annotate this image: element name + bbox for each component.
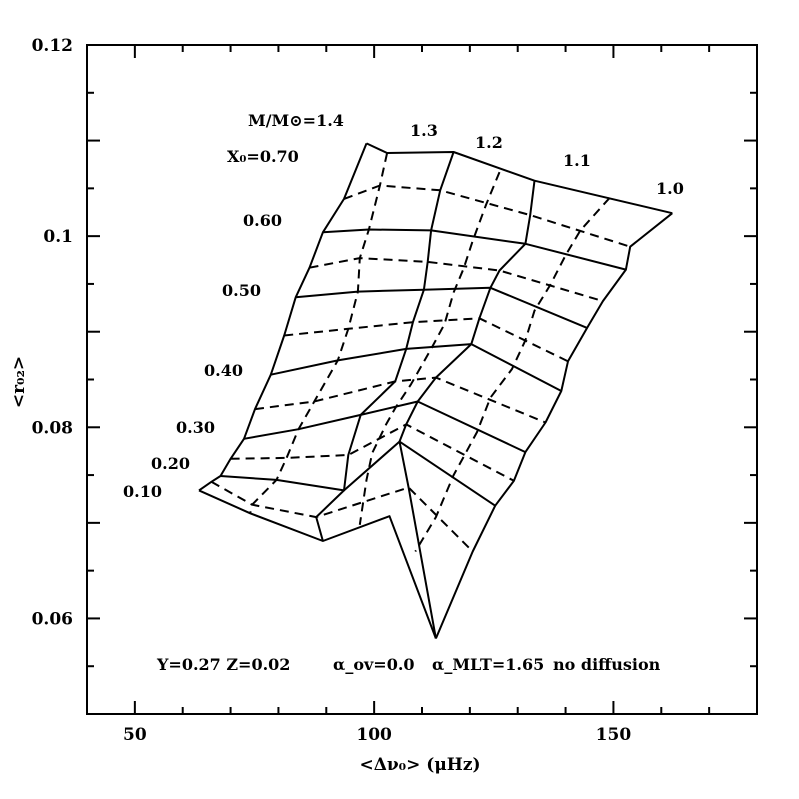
- y-tick-label: 0.1: [43, 227, 73, 247]
- dashed-curve-19: [210, 480, 474, 553]
- dashed-curve-17: [254, 376, 546, 424]
- solid-curve-8: [315, 151, 455, 542]
- y-axis-title: <r₀₂>: [9, 356, 29, 408]
- solid-curve-10: [434, 212, 673, 639]
- xc-label: 0.50: [222, 281, 261, 300]
- xc-label: 0.10: [123, 482, 162, 501]
- mass-label: 1.1: [563, 151, 591, 170]
- y-tick-label: 0.06: [32, 609, 73, 629]
- dashed-curve-13: [414, 197, 611, 553]
- dashed-curve-15: [309, 257, 604, 303]
- annotation-alpha-mlt: α_MLT=1.65: [432, 655, 544, 674]
- x-tick-label: 100: [356, 725, 392, 745]
- x-tick-label: 50: [123, 725, 147, 745]
- solid-curve-9: [398, 180, 536, 639]
- xc-label-layer: 0.60 0.50 0.40 0.30 0.20 0.10: [123, 211, 282, 501]
- x-axis-title: <Δν₀> (μHz): [359, 755, 480, 775]
- dashed-curve-18: [230, 423, 515, 482]
- x-tick-label: 150: [596, 725, 632, 745]
- y-tick-label: 0.08: [32, 418, 73, 438]
- annotation-alpha-ov: α_ov=0.0: [333, 655, 415, 674]
- mass-label: 1.0: [656, 179, 684, 198]
- dashed-curve-11: [249, 152, 389, 514]
- tick-layer: [86, 44, 758, 715]
- dashed-curve-16: [284, 317, 569, 363]
- xc-header-label: X₀=0.70: [227, 147, 299, 166]
- dashed-curve-14: [343, 184, 631, 248]
- xc-label: 0.30: [176, 418, 215, 437]
- mass-label-layer: 1.3 1.2 1.1 1.0: [410, 121, 684, 198]
- tick-label-layer: 50 100 150 0.06 0.08 0.1 0.12: [32, 36, 632, 745]
- solid-curve-7: [198, 143, 368, 492]
- mass-header-label: M/M⊙=1.4: [248, 111, 344, 130]
- xc-label: 0.60: [243, 211, 282, 230]
- xc-label: 0.20: [151, 454, 190, 473]
- mass-label: 1.3: [410, 121, 438, 140]
- xc-label: 0.40: [204, 361, 243, 380]
- series-layer: [198, 142, 673, 639]
- annotation-composition: Y=0.27 Z=0.02: [156, 655, 290, 674]
- mass-label: 1.2: [475, 133, 503, 152]
- annotation-diffusion: no diffusion: [553, 655, 661, 674]
- y-tick-label: 0.12: [32, 36, 73, 56]
